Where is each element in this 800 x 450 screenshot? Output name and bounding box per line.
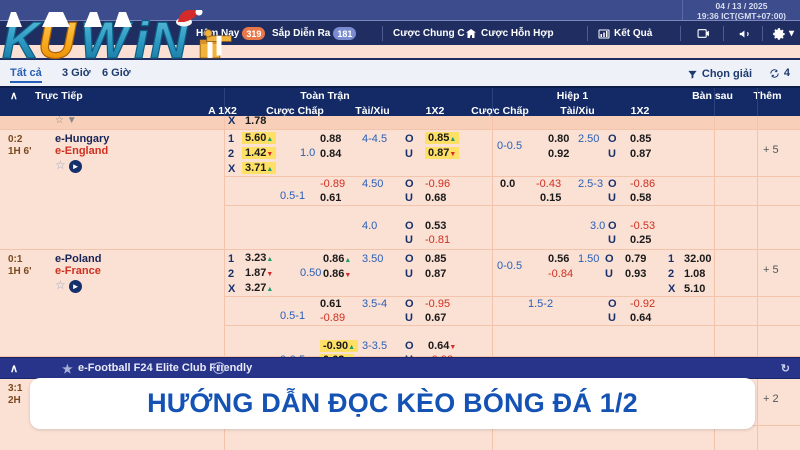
svg-text:i: i — [134, 12, 150, 68]
svg-text:K: K — [2, 12, 43, 68]
